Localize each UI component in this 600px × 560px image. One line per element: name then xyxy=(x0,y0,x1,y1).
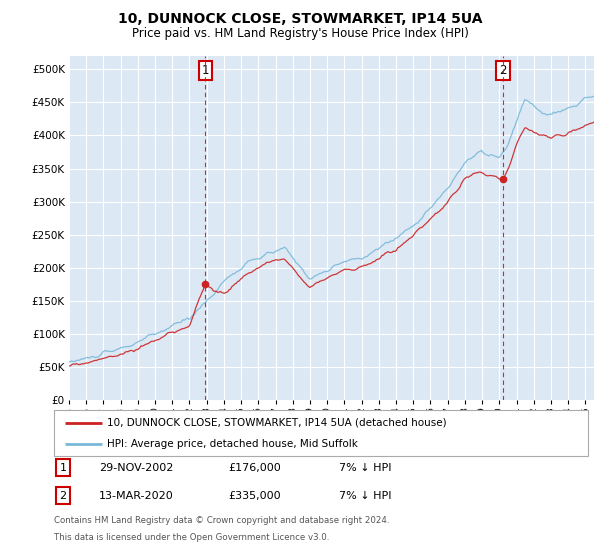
Text: 13-MAR-2020: 13-MAR-2020 xyxy=(99,491,174,501)
Text: £176,000: £176,000 xyxy=(228,463,281,473)
Text: 2: 2 xyxy=(59,491,67,501)
Text: 10, DUNNOCK CLOSE, STOWMARKET, IP14 5UA: 10, DUNNOCK CLOSE, STOWMARKET, IP14 5UA xyxy=(118,12,482,26)
Text: 1: 1 xyxy=(202,64,209,77)
Text: 1: 1 xyxy=(59,463,67,473)
FancyBboxPatch shape xyxy=(54,410,588,456)
Text: Contains HM Land Registry data © Crown copyright and database right 2024.: Contains HM Land Registry data © Crown c… xyxy=(54,516,389,525)
Text: This data is licensed under the Open Government Licence v3.0.: This data is licensed under the Open Gov… xyxy=(54,533,329,542)
Text: £335,000: £335,000 xyxy=(228,491,281,501)
Text: 10, DUNNOCK CLOSE, STOWMARKET, IP14 5UA (detached house): 10, DUNNOCK CLOSE, STOWMARKET, IP14 5UA … xyxy=(107,418,447,428)
Text: HPI: Average price, detached house, Mid Suffolk: HPI: Average price, detached house, Mid … xyxy=(107,439,358,449)
Text: 2: 2 xyxy=(499,64,506,77)
Text: 29-NOV-2002: 29-NOV-2002 xyxy=(99,463,173,473)
Text: Price paid vs. HM Land Registry's House Price Index (HPI): Price paid vs. HM Land Registry's House … xyxy=(131,27,469,40)
Text: 7% ↓ HPI: 7% ↓ HPI xyxy=(339,491,391,501)
Text: 7% ↓ HPI: 7% ↓ HPI xyxy=(339,463,391,473)
